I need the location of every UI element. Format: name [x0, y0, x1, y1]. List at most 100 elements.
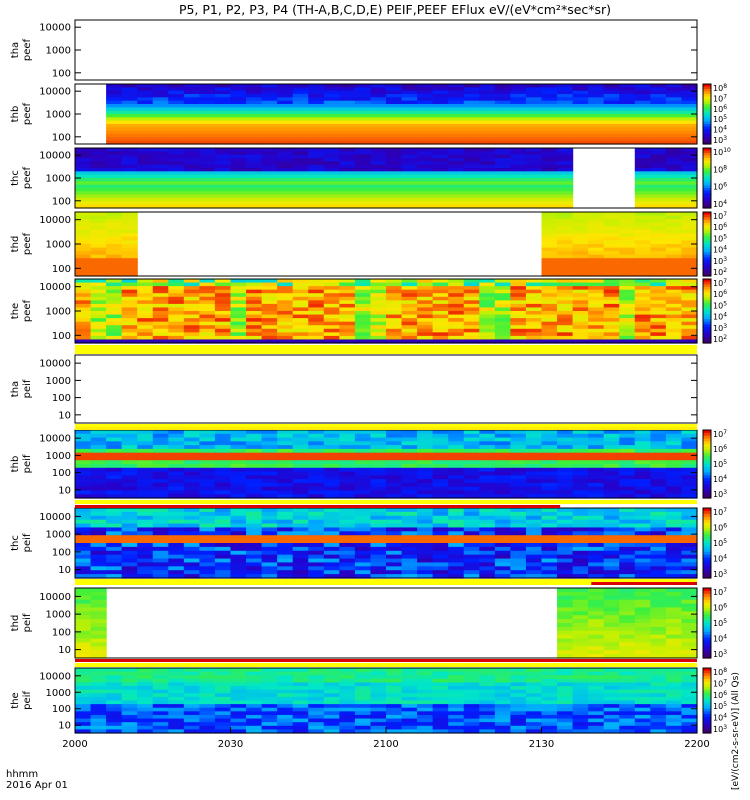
heat-cell [354, 550, 372, 556]
heat-cell [137, 282, 154, 287]
heat-cell [479, 148, 496, 152]
heat-cell [650, 114, 667, 118]
heat-cell [417, 130, 434, 135]
heat-cell [277, 430, 294, 435]
heat-cell [634, 97, 651, 102]
heat-cell [557, 318, 574, 323]
heat-cell [354, 120, 372, 125]
heat-cell [432, 682, 449, 687]
colorbar-step [703, 205, 711, 209]
heat-cell [168, 90, 185, 95]
heat-cell [261, 678, 278, 684]
heat-cell [525, 164, 543, 169]
colorbar-step [703, 543, 711, 547]
heat-cell [401, 314, 418, 319]
y-tick-label: 10000 [39, 87, 71, 98]
heat-cell [152, 300, 169, 305]
heat-cell [494, 704, 511, 709]
y-tick-label: 100 [52, 331, 71, 342]
heat-cell [665, 494, 683, 499]
heat-cell [510, 325, 527, 330]
heat-cell [121, 117, 138, 122]
heat-cell [230, 729, 247, 734]
heat-cell [90, 682, 107, 687]
heat-cell [199, 97, 216, 102]
heat-cell [90, 445, 107, 450]
heat-cell [121, 722, 138, 727]
heat-cell [261, 543, 278, 548]
heat-cell [541, 300, 558, 305]
heat-cell [386, 668, 403, 673]
heat-cell [494, 546, 511, 552]
heat-cell [603, 134, 620, 138]
heat-cell [137, 158, 154, 162]
heat-cell [308, 300, 325, 305]
heat-cell [603, 100, 620, 105]
heat-cell [494, 467, 511, 473]
heat-cell [121, 321, 138, 326]
heat-cell [75, 244, 92, 249]
heat-cell [494, 188, 511, 192]
heat-cell [386, 671, 403, 676]
heat-cell [634, 700, 651, 705]
heat-cell [75, 611, 92, 616]
heat-cell [168, 296, 185, 301]
heat-cell [370, 286, 387, 291]
heat-cell [354, 293, 372, 298]
y-tick-label: 100 [52, 264, 71, 275]
heat-cell [588, 693, 605, 698]
heat-cell [665, 339, 683, 344]
heat-cell [479, 107, 496, 112]
heat-cell [401, 539, 418, 544]
heat-cell [650, 265, 667, 270]
heat-cell [339, 433, 356, 439]
heat-cell [261, 321, 278, 326]
heat-cell [168, 339, 185, 344]
heat-cell [557, 134, 574, 138]
heat-cell [230, 293, 247, 298]
heat-cell [541, 233, 558, 238]
heat-cell [354, 437, 372, 442]
heat-cell [448, 100, 465, 105]
colorbar-tick-label: 105 [713, 114, 727, 124]
heat-cell [90, 707, 107, 712]
heat-cell [261, 546, 278, 552]
heat-cell [277, 671, 294, 676]
heat-cell [308, 707, 325, 712]
heat-cell [681, 124, 698, 128]
heat-cell [557, 201, 574, 206]
heat-cell [370, 535, 387, 540]
heat-cell [277, 194, 294, 199]
heat-cell [308, 539, 325, 544]
heat-cell [168, 696, 185, 702]
heat-cell [292, 90, 309, 95]
heat-cell [510, 307, 527, 312]
heat-cell [354, 178, 372, 182]
heat-cell [432, 696, 449, 702]
heat-cell [619, 714, 636, 720]
heat-cell [588, 212, 605, 217]
heat-cell [463, 464, 480, 469]
heat-cell [417, 574, 434, 579]
heat-cell [106, 127, 123, 132]
heat-cell [619, 321, 636, 326]
heat-cell [681, 318, 698, 323]
heat-cell [588, 511, 605, 517]
heat-cell [292, 570, 309, 575]
heat-cell [619, 229, 636, 234]
heat-cell [168, 134, 185, 138]
heat-cell [75, 707, 92, 712]
heat-cell [541, 707, 558, 712]
heat-cell [541, 204, 558, 209]
heat-cell [494, 279, 511, 284]
heat-cell [432, 328, 449, 333]
heat-cell [230, 100, 247, 105]
colorbar-step [703, 141, 711, 145]
heat-cell [292, 97, 309, 102]
heat-cell [401, 675, 418, 680]
heat-cell [214, 286, 232, 291]
heat-cell [557, 164, 574, 169]
heat-cell [432, 456, 449, 461]
